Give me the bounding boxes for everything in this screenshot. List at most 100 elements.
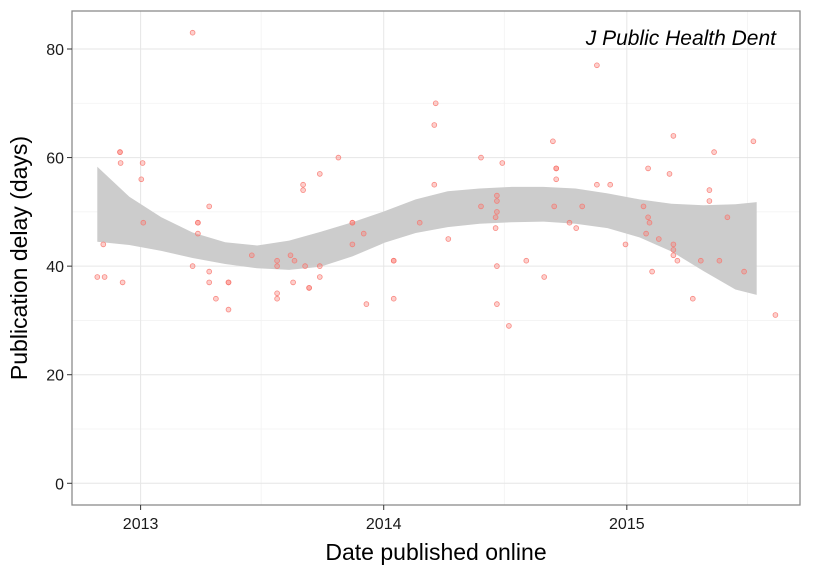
data-point [689,295,696,302]
data-point [290,279,296,286]
data-point [594,181,600,188]
data-point [594,62,600,69]
y-tick-label: 20 [46,368,64,385]
data-point [706,187,713,193]
data-point [316,171,323,177]
data-point [100,241,107,248]
data-point [670,247,677,253]
data-point [492,225,499,231]
data-point [300,181,306,188]
data-point [697,257,704,264]
data-point [94,274,101,280]
data-point [316,274,323,280]
data-point [274,295,280,302]
data-point [189,263,196,269]
data-point [206,279,213,286]
data-point [711,149,717,155]
y-tick-label: 60 [46,151,64,168]
data-point [643,230,649,237]
data-point [138,176,145,183]
y-axis-title: Publication delay (days) [6,136,32,380]
data-point [494,198,500,204]
data-point [431,181,438,188]
data-point [249,252,255,259]
data-point [349,241,356,248]
data-point [274,257,280,264]
data-point [431,122,438,128]
data-point [117,149,123,155]
chart-annotation: J Public Health Dent [585,27,777,50]
data-point [772,312,779,318]
smooth-band [97,166,757,295]
data-point [541,274,547,280]
data-point [494,209,500,215]
data-point [750,138,757,145]
data-point [195,219,201,226]
plot-border [71,10,801,506]
data-point [649,268,655,275]
x-axis: 2013 2014 2015 [123,505,645,533]
data-point [274,263,280,269]
x-axis-title: Date published online [325,539,546,565]
y-axis: 0 20 40 60 80 [46,42,72,493]
data-point [225,279,232,286]
data-points [94,29,779,329]
data-point [274,290,280,297]
data-point [206,268,213,275]
data-point [550,138,556,145]
data-point [302,263,308,269]
data-point [666,171,673,177]
data-point [646,219,653,226]
y-tick-label: 80 [46,42,64,59]
data-point [674,257,681,264]
data-point [195,230,201,237]
data-point [716,257,723,264]
data-point [640,203,647,210]
data-point [335,154,342,161]
data-point [390,257,397,264]
data-point [306,285,312,291]
data-point [291,257,298,264]
data-point [432,100,439,107]
data-point [506,323,512,329]
x-tick-label: 2013 [123,516,159,533]
data-point [551,203,557,210]
data-point [300,187,306,193]
data-point [206,203,213,210]
data-point [494,263,500,269]
data-point [579,203,585,210]
y-tick-label: 0 [55,476,64,493]
data-point [478,203,484,210]
data-point [360,230,367,237]
data-point [363,301,370,307]
data-point [316,263,323,269]
data-point [416,219,423,226]
data-point [741,268,747,275]
data-point [553,176,559,183]
data-point [566,219,573,226]
data-point [140,219,147,226]
data-point [494,192,500,199]
data-point [622,241,629,248]
data-point [225,306,232,313]
data-point [553,165,559,172]
data-point [213,295,219,302]
data-point [499,160,506,166]
data-point [189,29,196,36]
data-point [445,236,452,242]
data-point [390,295,397,302]
data-point [573,225,579,231]
data-point [117,160,124,166]
x-tick-label: 2015 [609,516,645,533]
data-point [724,214,731,221]
data-point [494,301,500,307]
data-point [523,257,530,264]
confidence-band [97,166,757,295]
data-point [670,241,677,248]
data-point [670,133,677,139]
data-point [478,154,484,161]
data-point [119,279,126,286]
data-point [706,198,713,204]
data-point [349,219,356,226]
